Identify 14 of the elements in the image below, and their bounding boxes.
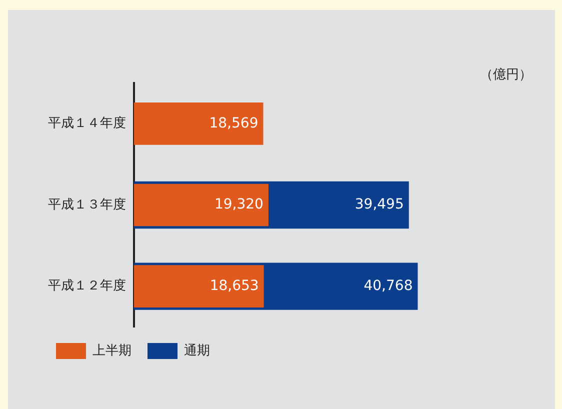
- text: （億円）: [480, 67, 532, 82]
- bar: [134, 184, 268, 226]
- y-tick-label: 平成１２年度: [48, 278, 126, 294]
- legend-label: 通期: [184, 343, 210, 358]
- data-label: 18,569: [209, 115, 258, 132]
- legend-label: 上半期: [92, 343, 132, 358]
- data-label: 19,320: [214, 196, 264, 213]
- data-label: 18,653: [210, 278, 259, 294]
- bar: [134, 102, 264, 145]
- data-label: 39,495: [354, 196, 404, 213]
- data-label: 40,768: [364, 278, 413, 294]
- y-tick-label: 平成１４年度: [48, 115, 126, 132]
- y-tick-label: 平成１３年度: [48, 196, 126, 212]
- bar: [134, 265, 264, 308]
